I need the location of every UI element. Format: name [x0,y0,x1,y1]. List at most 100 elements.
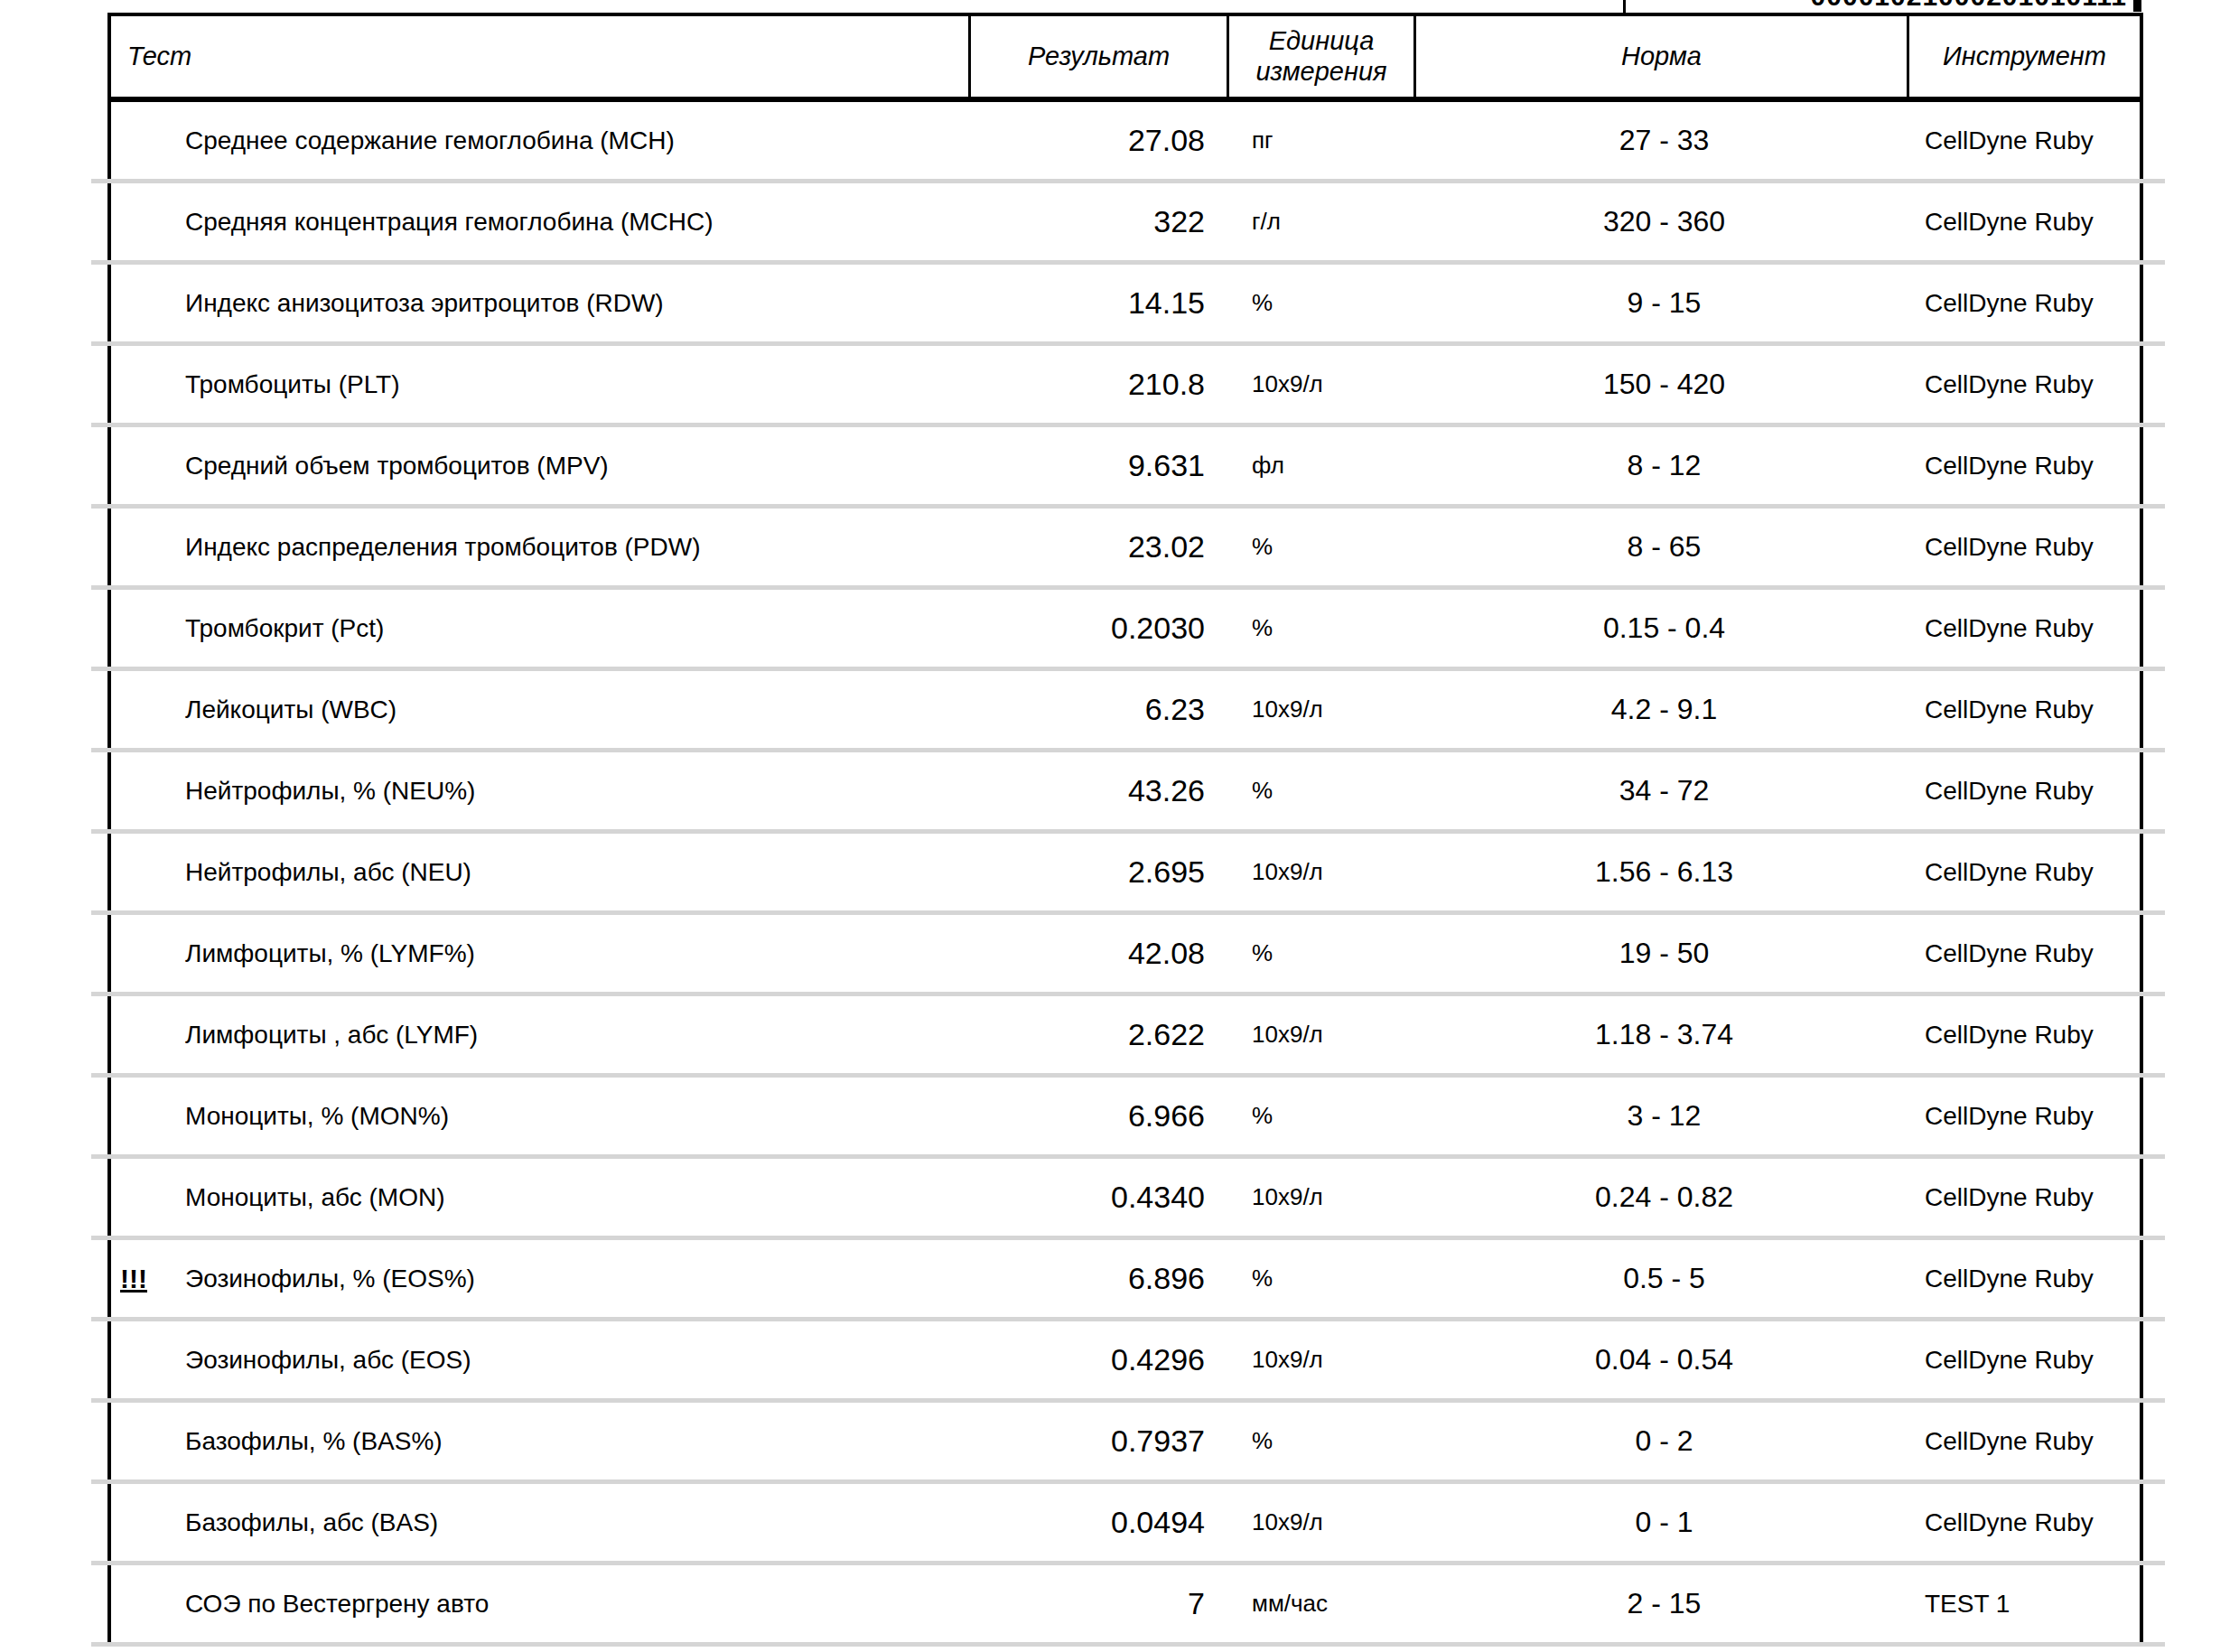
unit-value: 10х9/л [1232,1021,1416,1049]
table-row: Базофилы, абс (BAS)0.049410х9/л0 - 1Cell… [107,1484,2143,1561]
upper-table-border-stub [1623,0,1626,13]
test-name: Нейтрофилы, абс (NEU) [185,858,471,886]
test-name: Базофилы, абс (BAS) [185,1508,438,1536]
lab-report-page: 00001021000201010111 Тест Результат Един… [0,0,2239,1652]
unit-value: мм/час [1232,1590,1416,1618]
test-name: Эозинофилы, % (EOS%) [185,1265,475,1293]
instrument-name: CellDyne Ruby [1912,1102,2143,1131]
top-clipped-strip: 00001021000201010111 [0,0,2239,13]
test-name-cell: Нейтрофилы, % (NEU%) [107,777,971,806]
result-value: 210.8 [971,367,1232,402]
instrument-name: CellDyne Ruby [1912,533,2143,562]
table-row: Лимфоциты , абс (LYMF)2.62210х9/л1.18 - … [107,996,2143,1073]
test-name-cell: Моноциты, абс (MON) [107,1183,971,1212]
test-name: Эозинофилы, абс (EOS) [185,1346,471,1374]
result-value: 0.2030 [971,611,1232,646]
result-value: 0.4296 [971,1342,1232,1377]
norm-range: 0.5 - 5 [1416,1262,1912,1295]
instrument-name: CellDyne Ruby [1912,370,2143,399]
norm-range: 0.24 - 0.82 [1416,1181,1912,1214]
unit-value: % [1232,1102,1416,1130]
test-name-cell: !!!Эозинофилы, % (EOS%) [107,1265,971,1293]
table-row: Моноциты, % (MON%) 6.966%3 - 12CellDyne R… [107,1078,2143,1154]
unit-value: % [1232,1427,1416,1455]
unit-value: 10х9/л [1232,695,1416,723]
instrument-name: CellDyne Ruby [1912,614,2143,643]
test-name: Средний объем тромбоцитов (MPV) [185,452,609,480]
instrument-name: CellDyne Ruby [1912,1183,2143,1212]
table-row: Среднее содержание гемоглобина (MCH)27.0… [107,102,2143,179]
table-row: Средняя концентрация гемоглобина (MCHC) 3… [107,183,2143,260]
instrument-name: TEST 1 [1912,1590,2143,1619]
result-value: 6.23 [971,692,1232,727]
norm-range: 27 - 33 [1416,124,1912,157]
column-header-norm: Норма [1416,16,1909,97]
result-value: 6.966 [971,1098,1232,1134]
test-name-cell: Лейкоциты (WBC) [107,695,971,724]
test-name-cell: Моноциты, % (MON%) [107,1102,971,1131]
column-header-result: Результат [971,16,1229,97]
instrument-name: CellDyne Ruby [1912,695,2143,724]
result-value: 23.02 [971,529,1232,565]
unit-value: % [1232,939,1416,967]
norm-range: 0.15 - 0.4 [1416,611,1912,645]
result-value: 27.08 [971,123,1232,158]
norm-range: 4.2 - 9.1 [1416,693,1912,726]
result-value: 9.631 [971,448,1232,483]
instrument-name: CellDyne Ruby [1912,208,2143,237]
norm-range: 3 - 12 [1416,1099,1912,1133]
unit-value: % [1232,614,1416,642]
column-header-instrument: Инструмент [1909,16,2140,97]
norm-range: 2 - 15 [1416,1587,1912,1620]
results-table: Тест Результат Единица измерения Норма И… [107,13,2143,1647]
norm-range: 1.56 - 6.13 [1416,855,1912,889]
unit-value: 10х9/л [1232,1508,1416,1536]
result-value: 43.26 [971,773,1232,808]
test-name-cell: Тромбокрит (Pct) [107,614,971,643]
test-name: Лейкоциты (WBC) [185,695,396,723]
table-left-border [107,102,111,1642]
norm-range: 0.04 - 0.54 [1416,1343,1912,1377]
table-row: Тромбокрит (Pct)0.2030%0.15 - 0.4CellDyn… [107,590,2143,667]
test-name-cell: Эозинофилы, абс (EOS) [107,1346,971,1375]
result-value: 322 [971,204,1232,239]
unit-value: 10х9/л [1232,370,1416,398]
table-row: Индекс анизоцитоза эритроцитов (RDW)14.1… [107,265,2143,341]
test-name: Средняя концентрация гемоглобина (MCHC) [185,208,714,236]
unit-value: % [1232,1265,1416,1293]
table-row: СОЭ по Вестергрену авто7мм/час2 - 15TEST… [107,1565,2143,1642]
test-name: Лимфоциты , абс (LYMF) [185,1021,478,1049]
sample-number-cutoff: 00001021000201010111 [1811,0,2127,12]
test-name-cell: Средняя концентрация гемоглобина (MCHC) [107,208,971,237]
table-row: Нейтрофилы, % (NEU%)43.26%34 - 72CellDyn… [107,752,2143,829]
unit-value: % [1232,533,1416,561]
unit-value: % [1232,289,1416,317]
unit-value: % [1232,777,1416,805]
norm-range: 34 - 72 [1416,774,1912,807]
test-name-cell: Тромбоциты (PLT) [107,370,971,399]
test-name: Моноциты, % (MON%) [185,1102,449,1130]
upper-table-corner-stub [2133,0,2141,12]
instrument-name: CellDyne Ruby [1912,777,2143,806]
table-row: Моноциты, абс (MON)0.434010х9/л0.24 - 0.… [107,1159,2143,1236]
test-name-cell: Лимфоциты , абс (LYMF) [107,1021,971,1050]
table-row: Базофилы, % (BAS%)0.7937%0 - 2CellDyne R… [107,1403,2143,1479]
test-name: Индекс анизоцитоза эритроцитов (RDW) [185,289,664,317]
column-header-unit: Единица измерения [1229,16,1416,97]
test-name: Базофилы, % (BAS%) [185,1427,443,1455]
test-name-cell: Среднее содержание гемоглобина (MCH) [107,126,971,155]
test-name: Моноциты, абс (MON) [185,1183,444,1211]
result-value: 6.896 [971,1261,1232,1296]
norm-range: 150 - 420 [1416,368,1912,401]
table-row: Индекс распределения тромбоцитов (PDW)23… [107,509,2143,585]
test-name-cell: Средний объем тромбоцитов (MPV) [107,452,971,481]
test-name-cell: Нейтрофилы, абс (NEU) [107,858,971,887]
test-name: СОЭ по Вестергрену авто [185,1590,489,1618]
instrument-name: CellDyne Ruby [1912,858,2143,887]
test-name-cell: Индекс распределения тромбоцитов (PDW) [107,533,971,562]
table-row: Лимфоциты, % (LYMF%)42.08%19 - 50CellDyn… [107,915,2143,992]
unit-value: 10х9/л [1232,858,1416,886]
norm-range: 19 - 50 [1416,937,1912,970]
result-value: 0.4340 [971,1180,1232,1215]
test-name: Лимфоциты, % (LYMF%) [185,939,475,967]
